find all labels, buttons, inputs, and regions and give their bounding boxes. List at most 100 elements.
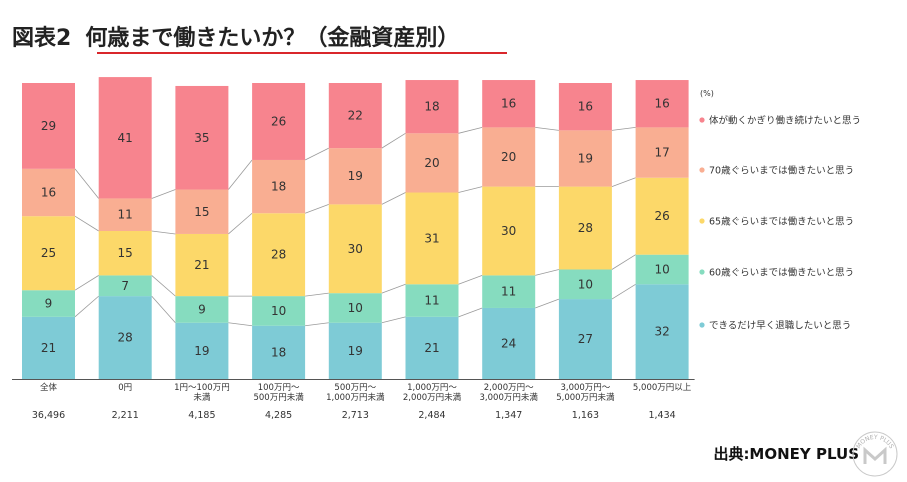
logo-ring bbox=[852, 431, 898, 477]
bar-segment bbox=[328, 83, 382, 149]
connector-line bbox=[381, 316, 406, 324]
bar-segment bbox=[482, 307, 536, 379]
data-label: 21 bbox=[41, 341, 56, 355]
legend-label: 70歳ぐらいまでは働きたいと思う bbox=[709, 165, 854, 177]
data-label: 28 bbox=[271, 248, 286, 262]
bar-segment bbox=[98, 275, 152, 297]
legend-swatch bbox=[699, 322, 705, 328]
data-label: 20 bbox=[501, 150, 516, 164]
bar-segment bbox=[22, 216, 75, 291]
bar-segment bbox=[482, 275, 536, 308]
bar-segment bbox=[635, 177, 689, 255]
connector-line bbox=[151, 295, 176, 324]
bar-segment bbox=[252, 83, 306, 160]
bar-segment bbox=[635, 254, 689, 285]
title-underline bbox=[97, 52, 507, 54]
bar-segment bbox=[328, 322, 382, 379]
category-label: 100万円〜 bbox=[258, 383, 300, 393]
legend-label: 体が動くかぎり働き続けたいと思う bbox=[709, 115, 861, 127]
legend-swatch bbox=[699, 269, 705, 275]
connector-line bbox=[611, 283, 636, 300]
connector-line bbox=[151, 189, 176, 199]
bar-segment bbox=[328, 293, 382, 323]
connector-line bbox=[74, 275, 99, 291]
bar-segment bbox=[482, 80, 536, 128]
category-label: 未満 bbox=[193, 392, 211, 403]
bar-segment bbox=[405, 192, 459, 285]
bar-segment bbox=[635, 80, 689, 128]
connector-line bbox=[228, 159, 253, 190]
data-label: 24 bbox=[501, 336, 516, 350]
legend-label: 60歳ぐらいまでは働きたいと思う bbox=[709, 267, 854, 279]
data-label: 18 bbox=[271, 345, 286, 359]
sample-size-label: 1,434 bbox=[648, 410, 675, 421]
connector-line bbox=[458, 127, 483, 134]
bar-segment bbox=[252, 296, 306, 326]
category-label: 2,000万円〜 bbox=[484, 383, 534, 393]
connector-line bbox=[305, 322, 329, 327]
data-label: 10 bbox=[271, 304, 286, 318]
data-label: 19 bbox=[348, 344, 363, 358]
connector-line bbox=[381, 283, 406, 294]
bar-segment bbox=[482, 127, 536, 187]
connector-line bbox=[74, 215, 99, 232]
data-label: 21 bbox=[194, 258, 209, 272]
data-label: 11 bbox=[118, 208, 133, 222]
bar-segment bbox=[328, 148, 382, 205]
category-label: 1,000万円未満 bbox=[326, 392, 385, 403]
data-label: 31 bbox=[424, 231, 439, 245]
legend-label: 65歳ぐらいまでは働きたいと思う bbox=[709, 216, 854, 228]
bar-segment bbox=[175, 322, 229, 379]
bar-segment bbox=[175, 189, 229, 234]
data-label: 10 bbox=[578, 277, 593, 291]
category-label: 5,000万円未満 bbox=[556, 392, 615, 403]
legend-swatch bbox=[699, 218, 705, 224]
data-label: 15 bbox=[194, 205, 209, 219]
category-label: 2,000万円未満 bbox=[403, 392, 462, 403]
data-label: 29 bbox=[41, 119, 56, 133]
data-label: 17 bbox=[654, 146, 669, 160]
data-label: 7 bbox=[121, 279, 129, 293]
bar-segment bbox=[405, 80, 459, 134]
bar-segment bbox=[558, 299, 612, 379]
connector-line bbox=[74, 295, 99, 318]
bar-segment bbox=[635, 127, 689, 178]
sample-size-label: 2,713 bbox=[342, 410, 369, 421]
bar-segment bbox=[98, 231, 152, 276]
connector-line bbox=[305, 292, 329, 297]
source-credit: 出典:MONEY PLUS bbox=[713, 445, 859, 463]
connector-line bbox=[304, 147, 329, 161]
data-label: 9 bbox=[198, 302, 206, 316]
connector-line bbox=[228, 322, 253, 327]
bar-segment bbox=[175, 233, 229, 297]
bar-segment bbox=[98, 198, 152, 231]
bar-segment bbox=[558, 186, 612, 270]
data-label: 19 bbox=[578, 151, 593, 165]
connector-line bbox=[228, 212, 253, 235]
data-label: 21 bbox=[424, 341, 439, 355]
bar-segment bbox=[252, 325, 306, 379]
bar-segment bbox=[98, 296, 152, 379]
sample-size-label: 1,163 bbox=[572, 410, 599, 421]
bar-segment bbox=[482, 186, 536, 276]
connector-line bbox=[611, 254, 636, 270]
legend-swatch bbox=[699, 117, 705, 123]
bar-segment bbox=[22, 168, 75, 217]
data-label: 35 bbox=[194, 131, 209, 145]
connector-line bbox=[381, 132, 406, 149]
data-label: 18 bbox=[271, 180, 286, 194]
category-label: 全体 bbox=[40, 382, 58, 393]
connector-line bbox=[611, 127, 636, 131]
bar-segment bbox=[405, 284, 459, 317]
bar-segment bbox=[22, 83, 75, 169]
connector-line bbox=[304, 203, 329, 214]
bar-segment bbox=[405, 316, 459, 379]
connector-line bbox=[458, 275, 483, 285]
category-label: 5,000万円以上 bbox=[633, 383, 692, 393]
bar-segment bbox=[175, 85, 229, 190]
data-label: 16 bbox=[501, 97, 516, 111]
title-text: 何歳まで働きたいか？（金融資産別） bbox=[85, 26, 460, 51]
legend-swatch bbox=[699, 167, 705, 173]
sample-size-label: 36,496 bbox=[32, 410, 65, 421]
